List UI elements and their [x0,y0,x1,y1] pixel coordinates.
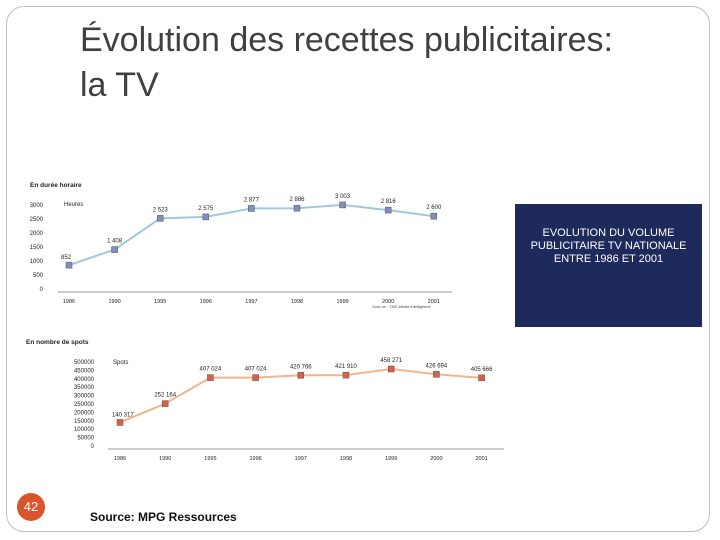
slide-frame [6,6,710,532]
chart1-data-label: 2 886 [289,197,305,203]
chart2-title: En nombre de spots [26,339,89,346]
chart2-data-label: 426 694 [426,363,448,369]
chart2-ytick-label: 100000 [74,427,95,433]
chart2-data-point [387,365,395,373]
chart1-data-point [384,206,392,214]
chart2-ytick-label: 50000 [77,436,94,442]
chart1-data-label: 2 877 [244,197,260,203]
chart1-data-point [339,201,346,209]
chart1-data-point [156,215,164,222]
chart2-ytick-label: 150000 [74,419,95,425]
chart2-xtick-label: 2000 [430,456,442,462]
chart2-series-label: Spots [113,360,128,366]
chart2-xtick-label: 1986 [114,456,126,462]
chart1-xtick-label: 2001 [428,299,440,305]
chart2-xtick-label: 1995 [204,456,216,462]
chart1-data-point [248,205,255,212]
chart1-data-point [111,246,118,253]
chart1-xtick-label: 1997 [245,299,257,305]
chart2-data-label: 140 317 [112,412,134,418]
chart1-ytick-label: 1500 [30,245,44,251]
chart2-data-point [252,374,259,381]
chart1-ytick-label: 3000 [30,203,44,209]
chart1-xtick-label: 1996 [200,299,212,305]
chart1-data-point [293,204,301,212]
chart1-xtick-label: 1998 [291,299,303,305]
chart1-data-label: 1 408 [107,239,123,245]
chart1-data-label: 852 [61,255,72,261]
chart1-data-point [430,212,438,220]
chart1-ytick-label: 1000 [30,259,44,265]
slide-title-line1: Évolution des recettes publicitaires: [80,21,613,59]
chart1-data-label: 2 523 [153,207,169,213]
chart2-xtick-label: 1996 [249,456,261,462]
info-box: EVOLUTION DU VOLUME PUBLICITAIRE TV NATI… [515,204,702,327]
chart2-xtick-label: 2001 [475,456,487,462]
chart1-ytick-label: 2000 [30,231,44,237]
chart2-ytick-label: 350000 [74,385,95,391]
chart1-data-point [202,213,210,221]
chart2-data-point [116,419,124,426]
chart1-xtick-label: 1999 [336,299,348,305]
page-number-badge: 42 [17,493,45,521]
chart2-ytick-label: 450000 [74,368,95,374]
chart2-data-point [478,374,485,382]
chart2-data-label: 407 024 [200,367,222,373]
chart1-source-note: Sour ce : TNS Media Intelligence [372,304,431,309]
chart1-ytick-label: 0 [40,287,44,293]
chart2-ytick-label: 500000 [74,360,95,366]
chart2-data-label: 407 024 [245,367,267,373]
chart1-xtick-label: 2000 [382,299,394,305]
slide-title-line2: la TV [80,66,159,104]
chart2-ytick-label: 400000 [74,377,95,383]
chart1-ytick-label: 2500 [30,217,44,223]
chart1-data-label: 2 600 [426,205,442,211]
chart2-xtick-label: 1990 [159,456,171,462]
slide-title: Évolution des recettes publicitaires: la… [80,18,680,108]
chart2-xtick-label: 1998 [340,456,352,462]
chart-duration-hours: En durée horaire 3000 2500 2000 1500 1000 500 0… [30,182,452,309]
chart2-data-label: 421 910 [335,364,357,370]
chart2-data-point [297,372,305,379]
chart1-ytick-label: 500 [33,273,44,279]
chart2-data-label: 405 666 [471,367,493,373]
chart2-data-point [433,371,440,378]
chart2-ytick-label: 300000 [74,394,95,400]
chart1-data-label: 2 575 [198,206,214,212]
chart2-xtick-label: 1999 [385,456,397,462]
chart2-data-point [207,374,214,381]
chart2-data-label: 252 164 [154,393,176,399]
chart1-title: En durée horaire [30,182,82,189]
source-note: Source: MPG Ressources [90,510,237,524]
chart2-data-label: 458 271 [380,358,402,364]
chart2-ytick-label: 250000 [74,402,95,408]
chart1-data-label: 3 003 [335,194,351,200]
chart2-data-label: 420 766 [290,364,312,370]
chart2-ytick-label: 200000 [74,410,95,416]
chart2-data-point [161,400,169,407]
chart1-xtick-label: 1990 [108,299,120,305]
chart1-xtick-label: 1995 [154,299,166,305]
chart1-data-label: 2 816 [381,199,397,205]
chart2-ytick-label: 0 [91,444,95,450]
chart1-xtick-label: 1986 [63,299,75,305]
chart1-series-label: Heures [64,202,83,208]
chart1-data-point [65,261,73,269]
chart2-xtick-label: 1997 [295,456,307,462]
chart2-data-point [342,371,350,379]
chart1-series-line [68,203,434,267]
chart-spot-count: En nombre de spots5000004500004000003500… [26,339,504,462]
